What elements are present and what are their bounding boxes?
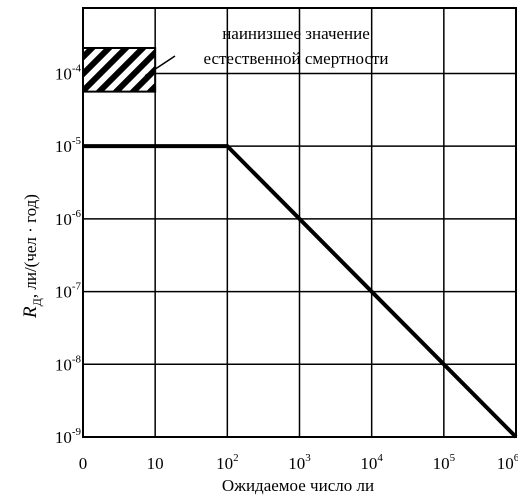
y-tick-label: 10-6 xyxy=(55,208,82,229)
x-tick-label: 10 xyxy=(147,454,164,473)
y-tick-exp: -6 xyxy=(72,208,82,220)
y-tick-exp: -7 xyxy=(72,281,82,293)
band-group xyxy=(82,46,157,93)
y-tick-base: 10 xyxy=(55,64,72,83)
annotation-line-2: естественной смертности xyxy=(203,49,388,68)
x-tick-exp: 5 xyxy=(450,452,456,464)
y-tick-base: 10 xyxy=(55,428,72,447)
x-axis-label: Ожидаемое число ли xyxy=(222,476,374,495)
x-tick-base: 10 xyxy=(216,454,233,473)
x-tick-base: 10 xyxy=(147,454,164,473)
annotation-line-1: наинизшее значение xyxy=(222,24,370,43)
x-tick-base: 10 xyxy=(433,454,450,473)
y-axis-label: RД, ли/(чел · год) xyxy=(20,194,44,319)
y-tick-label: 10-9 xyxy=(55,426,82,447)
y-tick-exp: -8 xyxy=(72,353,82,365)
x-tick-label: 102 xyxy=(216,452,239,473)
x-tick-base: 10 xyxy=(288,454,305,473)
y-tick-label: 10-7 xyxy=(55,281,82,302)
series-lines xyxy=(83,144,518,439)
x-tick-base: 10 xyxy=(497,454,514,473)
x-tick-label: 105 xyxy=(433,452,456,473)
y-tick-exp: -9 xyxy=(72,426,82,438)
y-tick-base: 10 xyxy=(55,210,72,229)
x-tick-label: 106 xyxy=(497,452,518,473)
x-tick-labels: 0 10 102 103 104 105 106 xyxy=(79,452,518,473)
x-tick-label: 0 xyxy=(79,454,88,473)
y-tick-label: 10-5 xyxy=(55,135,82,156)
x-tick-label: 103 xyxy=(288,452,311,473)
series-line-0 xyxy=(83,144,518,439)
annotation: наинизшее значение естественной смертност… xyxy=(144,24,389,77)
y-tick-label: 10-8 xyxy=(55,353,82,374)
x-tick-exp: 2 xyxy=(233,452,239,464)
x-tick-exp: 6 xyxy=(514,452,518,464)
y-tick-exp: -4 xyxy=(72,62,82,74)
y-tick-base: 10 xyxy=(55,283,72,302)
y-tick-base: 10 xyxy=(55,137,72,156)
y-axis-label-rest: , ли/(чел · год) xyxy=(21,194,40,298)
y-tick-label: 10-4 xyxy=(55,62,82,83)
x-tick-exp: 3 xyxy=(305,452,311,464)
y-axis-label-main: R xyxy=(20,306,41,319)
natural-mortality-band xyxy=(82,46,157,93)
y-tick-exp: -5 xyxy=(72,135,82,147)
x-tick-base: 10 xyxy=(360,454,377,473)
y-tick-base: 10 xyxy=(55,355,72,374)
x-tick-base: 0 xyxy=(79,454,88,473)
x-tick-exp: 4 xyxy=(377,452,383,464)
annotation-leader xyxy=(144,55,176,77)
x-tick-label: 104 xyxy=(360,452,383,473)
y-tick-labels: 10-410-510-610-710-810-9 xyxy=(55,62,82,447)
y-axis-label-sub: Д xyxy=(30,298,44,306)
plot-frame xyxy=(82,7,517,438)
